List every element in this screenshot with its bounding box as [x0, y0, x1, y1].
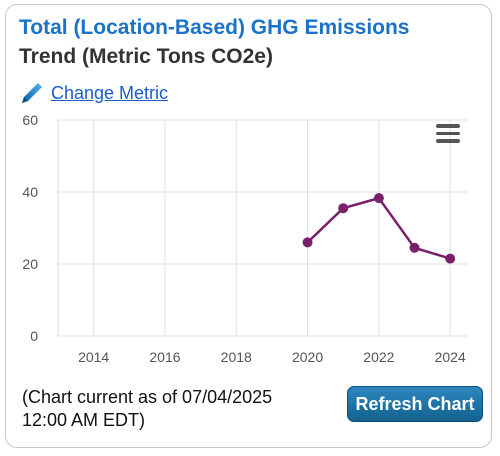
data-point	[373, 193, 384, 204]
data-point	[302, 237, 313, 248]
pencil-icon	[22, 83, 42, 103]
data-point	[409, 242, 420, 253]
y-tick-label: 20	[22, 256, 38, 272]
timestamp-line-2: 12:00 AM EDT)	[22, 410, 146, 430]
hamburger-menu-icon[interactable]	[436, 124, 460, 146]
x-tick-label: 2016	[149, 349, 180, 365]
change-metric-link[interactable]: Change Metric	[19, 80, 168, 106]
x-tick-label: 2022	[363, 349, 394, 365]
refresh-chart-button[interactable]: Refresh Chart	[347, 386, 483, 422]
chart-card	[5, 4, 492, 448]
x-tick-label: 2024	[435, 349, 466, 365]
chart-subtitle: Trend (Metric Tons CO2e)	[19, 45, 273, 68]
line-chart: 0 20 40 60 2014 2016 2018 2020 2022 2024	[22, 112, 468, 365]
x-tick-label: 2014	[78, 349, 109, 365]
change-metric-label: Change Metric	[51, 82, 169, 103]
y-tick-label: 60	[22, 112, 38, 128]
chart-timestamp: (Chart current as of 07/04/2025 12:00 AM…	[22, 386, 322, 432]
data-point	[445, 253, 456, 264]
x-tick-label: 2020	[292, 349, 323, 365]
y-tick-label: 0	[30, 328, 38, 344]
x-tick-label: 2018	[221, 349, 252, 365]
y-tick-label: 40	[22, 184, 38, 200]
data-point	[338, 203, 349, 214]
chart-title: Total (Location-Based) GHG Emissions	[19, 16, 410, 39]
timestamp-line-1: (Chart current as of 07/04/2025	[22, 387, 273, 407]
